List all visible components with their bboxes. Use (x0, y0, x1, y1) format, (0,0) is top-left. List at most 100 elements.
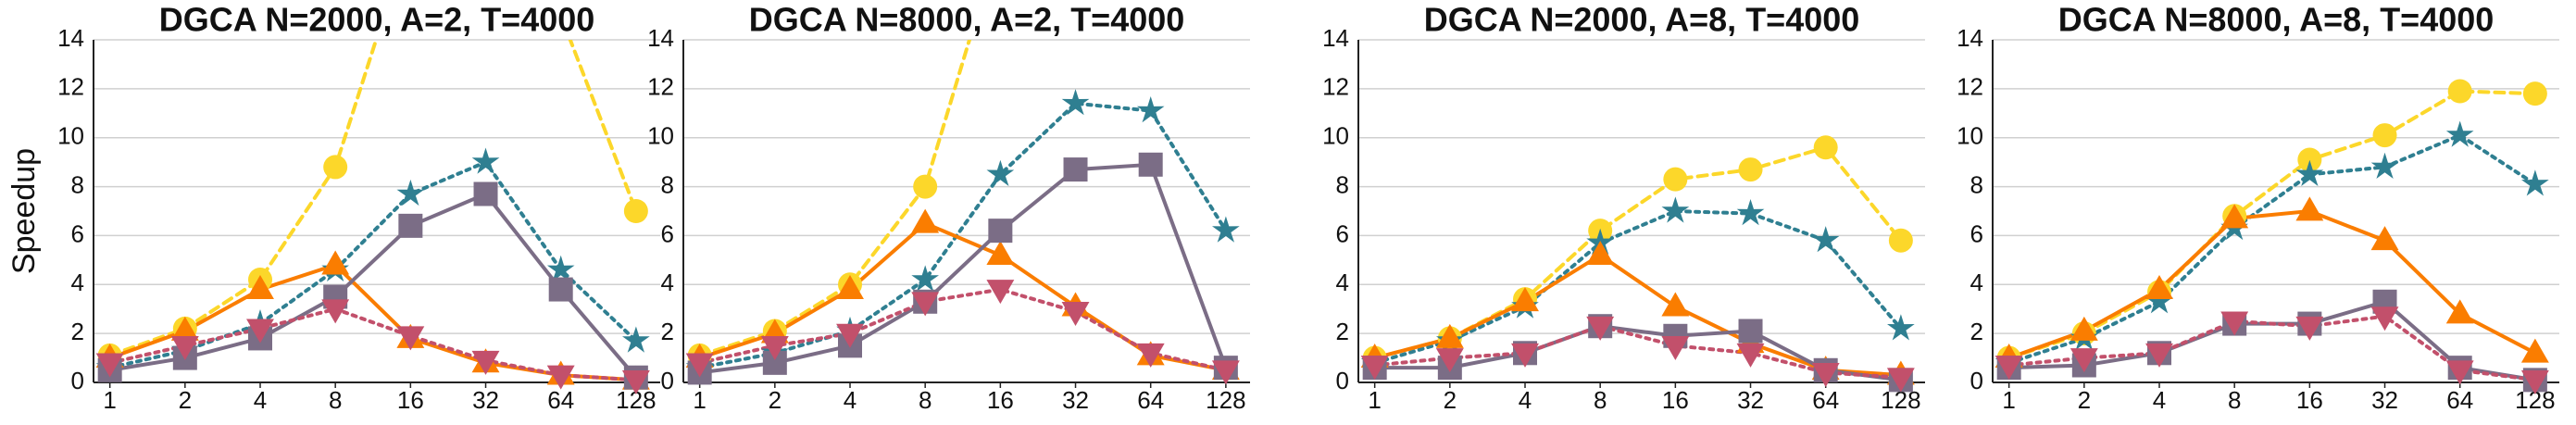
series-line (697, 287, 1228, 372)
marker (1061, 89, 1090, 116)
x-tick-label: 8 (1594, 386, 1607, 414)
y-tick-label: 10 (647, 122, 674, 150)
marker (836, 323, 864, 348)
y-tick-label: 0 (661, 367, 674, 394)
y-tick-label: 14 (647, 24, 674, 52)
marker (2220, 311, 2249, 336)
marker (398, 213, 423, 238)
marker (471, 350, 500, 375)
x-tick-label: 4 (1519, 386, 1532, 414)
series-line (2007, 89, 2537, 360)
marker (95, 353, 124, 378)
x-tick-label: 1 (1368, 386, 1381, 414)
x-tick-label: 16 (2296, 386, 2323, 414)
marker (1138, 152, 1163, 177)
series-line (2007, 132, 2537, 365)
y-axis-label: Speedup (6, 148, 42, 274)
y-tick-label: 14 (57, 24, 84, 52)
y-tick-label: 0 (71, 367, 84, 394)
x-tick-label: 4 (844, 386, 857, 414)
y-tick-label: 8 (661, 170, 674, 198)
marker (546, 255, 575, 281)
marker (622, 326, 650, 353)
marker (548, 277, 573, 302)
marker (2295, 196, 2324, 221)
y-tick-label: 6 (1970, 219, 1983, 247)
x-tick-label: 8 (329, 386, 342, 414)
y-tick-label: 8 (71, 170, 84, 198)
series-line (1372, 208, 1903, 365)
y-tick-label: 4 (661, 269, 674, 296)
marker (1887, 314, 1915, 341)
chart-title: DGCA N=2000, A=2, T=4000 (159, 1, 595, 39)
series-line (697, 162, 1228, 375)
y-tick-label: 6 (1336, 219, 1349, 247)
marker (473, 181, 498, 206)
marker (1586, 316, 1615, 341)
marker (323, 155, 348, 180)
marker (1813, 135, 1838, 160)
marker (2070, 348, 2098, 373)
marker (2445, 360, 2474, 385)
y-tick-label: 4 (1970, 269, 1983, 296)
y-tick-label: 6 (71, 219, 84, 247)
marker (911, 292, 940, 317)
y-tick-label: 12 (1957, 73, 1983, 101)
y-tick-label: 4 (71, 269, 84, 296)
x-tick-label: 16 (397, 386, 424, 414)
x-tick-label: 32 (1737, 386, 1764, 414)
x-tick-label: 1 (693, 386, 706, 414)
marker (1886, 368, 1915, 393)
x-tick-label: 64 (1812, 386, 1839, 414)
marker (2145, 343, 2173, 368)
y-tick-label: 2 (71, 318, 84, 345)
x-tick-label: 8 (2228, 386, 2241, 414)
marker (1888, 228, 1913, 253)
marker (2520, 338, 2549, 363)
marker (986, 159, 1015, 186)
y-tick-label: 14 (1322, 24, 1349, 52)
marker (986, 280, 1015, 305)
marker (621, 369, 650, 394)
marker (913, 174, 938, 199)
marker (246, 319, 274, 344)
chart-title: DGCA N=8000, A=2, T=4000 (749, 1, 1185, 39)
series-line (107, 159, 638, 370)
marker (1136, 96, 1165, 123)
x-tick-label: 64 (547, 386, 574, 414)
marker (170, 316, 199, 341)
marker (471, 147, 500, 174)
series-line (107, 192, 638, 380)
marker (1511, 287, 1539, 312)
marker (1360, 356, 1389, 381)
marker (988, 219, 1013, 244)
series-line (107, 306, 638, 382)
y-tick-label: 12 (647, 73, 674, 101)
marker (1738, 157, 1763, 182)
marker (986, 240, 1015, 265)
marker (246, 274, 274, 299)
marker (1663, 167, 1688, 192)
chart-title: DGCA N=2000, A=8, T=4000 (1424, 1, 1860, 39)
y-tick-label: 8 (1336, 170, 1349, 198)
x-tick-label: 32 (2371, 386, 2398, 414)
plot-area (1995, 79, 2549, 394)
x-tick-label: 64 (2446, 386, 2473, 414)
marker (321, 299, 350, 324)
marker (2447, 79, 2472, 104)
marker (1211, 360, 1240, 385)
marker (2370, 226, 2399, 251)
x-tick-label: 2 (1444, 386, 1457, 414)
series-line (697, 40, 972, 357)
y-tick-label: 2 (1970, 318, 1983, 345)
marker (1811, 226, 1840, 253)
marker (2521, 169, 2549, 196)
marker (911, 265, 939, 292)
x-tick-label: 32 (1062, 386, 1089, 414)
marker (396, 179, 425, 206)
x-tick-label: 4 (2153, 386, 2166, 414)
marker (2522, 81, 2547, 106)
x-tick-label: 16 (1662, 386, 1689, 414)
y-tick-label: 2 (1336, 318, 1349, 345)
